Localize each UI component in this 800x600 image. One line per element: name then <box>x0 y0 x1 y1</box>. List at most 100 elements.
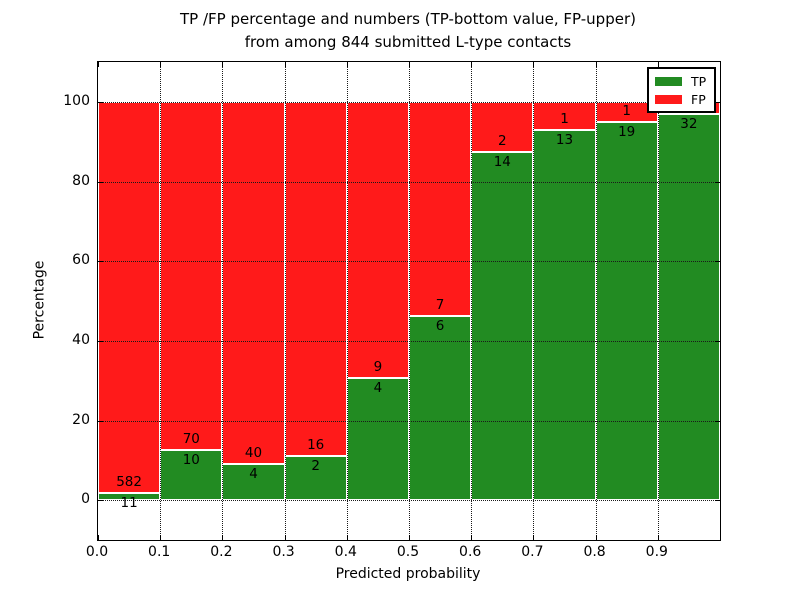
y-tick-mark <box>98 420 103 422</box>
y-tick-label: 80 <box>72 172 90 189</box>
x-tick-mark <box>160 62 162 67</box>
bar-label-tp-count: 11 <box>120 494 138 511</box>
bar-label-fp-count: 40 <box>244 444 263 461</box>
x-tick-mark <box>222 62 224 67</box>
x-tick-mark <box>346 62 348 67</box>
x-tick-mark <box>284 62 286 67</box>
y-tick-label: 20 <box>72 411 90 428</box>
bar-label-fp-count: 16 <box>307 436 325 453</box>
x-tick-label: 0.4 <box>334 544 357 560</box>
bar-label-tp-count: 19 <box>618 123 636 140</box>
x-tick-label: 0.2 <box>210 544 233 560</box>
bar-segment-fp <box>284 101 347 456</box>
y-tick-mark <box>715 500 720 502</box>
x-tick-mark <box>222 535 224 540</box>
bar-segment-tp <box>471 151 534 501</box>
x-tick-label: 0.7 <box>521 544 544 560</box>
bar-segment-tp <box>595 121 658 501</box>
bar-label-fp-count: 582 <box>116 473 142 490</box>
bar-label-tp-count: 2 <box>311 457 320 474</box>
x-tick-label: 0.5 <box>396 544 420 560</box>
y-tick-mark <box>98 261 103 263</box>
x-tick-label: 0.1 <box>148 544 171 560</box>
y-tick-mark <box>98 340 103 342</box>
vertical-gridline <box>595 62 597 540</box>
vertical-gridline <box>160 62 162 540</box>
x-tick-mark <box>533 535 535 540</box>
y-tick-mark <box>715 261 720 263</box>
bar-segment-tp <box>409 316 472 501</box>
y-tick-mark <box>715 181 720 183</box>
tp-color-swatch <box>655 76 682 86</box>
bar-label-tp-count: 6 <box>435 318 445 335</box>
x-tick-label: 0.8 <box>583 544 606 560</box>
bar-label-fp-count: 7 <box>435 297 445 314</box>
plot-area: 5821170104041629476214113119132 <box>97 61 721 541</box>
x-tick-label: 0.3 <box>272 544 295 560</box>
horizontal-gridline <box>98 340 720 342</box>
legend: TP FP <box>647 67 716 113</box>
bar-segment-fp <box>409 101 472 317</box>
chart-title: TP /FP percentage and numbers (TP-bottom… <box>97 8 719 54</box>
x-tick-mark <box>657 535 659 540</box>
x-tick-label: 0.9 <box>645 544 668 560</box>
horizontal-gridline <box>98 181 720 183</box>
y-axis-label: Percentage <box>31 260 48 340</box>
x-tick-label: 0.0 <box>85 544 109 560</box>
horizontal-gridline <box>98 101 720 103</box>
x-tick-mark <box>595 62 597 67</box>
x-tick-mark <box>346 535 348 540</box>
y-tick-mark <box>98 181 103 183</box>
x-tick-mark <box>409 62 410 67</box>
legend-item-fp: FP <box>655 93 708 106</box>
x-tick-mark <box>595 535 597 540</box>
horizontal-gridline <box>98 500 720 502</box>
y-tick-label: 40 <box>72 331 90 348</box>
x-tick-mark <box>471 535 473 540</box>
y-tick-mark <box>98 101 103 103</box>
y-tick-label: 100 <box>63 92 90 109</box>
x-tick-mark <box>160 535 162 540</box>
bar-label-fp-count: 2 <box>497 132 507 149</box>
y-tick-mark <box>715 420 720 422</box>
y-tick-mark <box>715 101 720 103</box>
x-tick-mark <box>98 62 99 67</box>
x-tick-mark <box>657 62 659 67</box>
x-tick-mark <box>471 62 473 67</box>
bar-segment-fp <box>98 101 161 493</box>
x-tick-mark <box>409 535 410 540</box>
horizontal-gridline <box>98 261 720 263</box>
vertical-gridline <box>409 62 410 540</box>
vertical-gridline <box>657 62 659 540</box>
x-tick-mark <box>98 535 99 540</box>
bar-segment-tp <box>98 492 161 501</box>
bar-segment-tp <box>657 113 720 501</box>
x-tick-label: 0.6 <box>459 544 482 560</box>
bar-label-fp-count: 9 <box>373 358 383 375</box>
bar-label-tp-count: 10 <box>182 452 200 469</box>
legend-item-tp: TP <box>655 75 708 88</box>
x-axis-label: Predicted probability <box>335 566 481 582</box>
legend-label-tp: TP <box>691 73 707 89</box>
bar-segment-tp <box>533 130 596 501</box>
bar-label-tp-count: 14 <box>493 153 511 170</box>
bar-label-fp-count: 1 <box>622 102 631 119</box>
bar-segment-fp <box>160 101 223 451</box>
y-tick-label: 60 <box>72 252 90 269</box>
y-tick-mark <box>98 500 103 502</box>
vertical-gridline <box>284 62 286 540</box>
bar-label-fp-count: 70 <box>182 431 200 448</box>
chart-title-line1: TP /FP percentage and numbers (TP-bottom… <box>180 10 636 28</box>
y-tick-label: 0 <box>81 491 90 508</box>
legend-label-fp: FP <box>691 91 706 107</box>
bar-label-tp-count: 13 <box>555 132 574 149</box>
y-tick-mark <box>715 340 720 342</box>
bar-segment-tp <box>160 450 223 501</box>
vertical-gridline <box>471 62 473 540</box>
vertical-gridline <box>533 62 535 540</box>
x-tick-mark <box>284 535 286 540</box>
bar-label-tp-count: 4 <box>249 465 258 482</box>
vertical-gridline <box>346 62 348 540</box>
bar-segment-fp <box>222 101 285 464</box>
